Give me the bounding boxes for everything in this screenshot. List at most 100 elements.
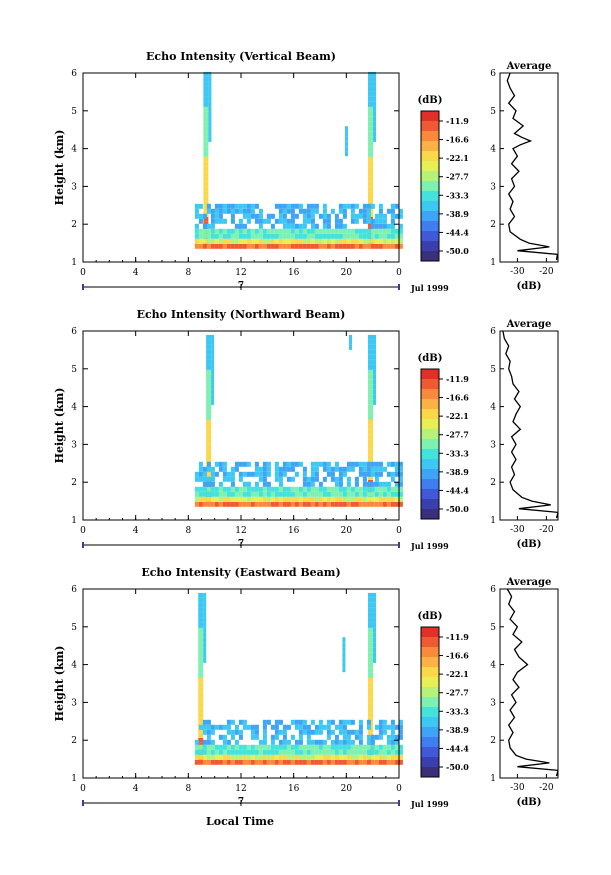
heatmap-cell <box>373 344 376 350</box>
heatmap-cell <box>294 471 299 477</box>
heatmap-cell <box>226 476 231 482</box>
heatmap-cell <box>362 228 367 234</box>
heatmap-cell <box>378 223 383 229</box>
heatmap-cell <box>214 491 219 497</box>
colorbar-tick-label: -11.9 <box>446 374 469 384</box>
heatmap-cell <box>338 491 343 497</box>
heatmap-cell <box>278 749 283 755</box>
heatmap-cell <box>373 126 376 132</box>
heatmap-cell <box>378 729 383 735</box>
heatmap-cell <box>226 724 231 730</box>
heatmap-cell <box>198 466 203 472</box>
heatmap-cell <box>342 496 347 502</box>
heatmap-cell <box>294 233 299 239</box>
heatmap-cell <box>203 96 209 102</box>
heatmap-cell <box>242 719 247 725</box>
heatmap-cell <box>398 243 403 249</box>
heatmap-cell <box>370 471 375 477</box>
colorbar-frame <box>420 110 440 262</box>
heatmap-cell <box>368 221 373 227</box>
heatmap-cell <box>354 744 359 750</box>
heatmap-cell <box>338 501 343 507</box>
date-label: Jul 1999 <box>410 283 449 293</box>
heatmap-cell <box>330 739 335 745</box>
heatmap-cell <box>362 481 367 487</box>
heatmap-cell <box>206 389 212 395</box>
heatmap-cell <box>386 243 391 249</box>
heatmap-cell <box>210 744 215 750</box>
heatmap-cell <box>322 228 327 234</box>
heatmap-cell <box>218 496 223 502</box>
heatmap-cell <box>368 414 373 420</box>
heatmap-cell <box>366 243 371 249</box>
heatmap-cell <box>354 754 359 760</box>
heatmap-cell <box>390 749 395 755</box>
heatmap-cell <box>202 471 207 477</box>
heatmap-cell <box>266 496 271 502</box>
y-tick-label: 1 <box>71 258 77 268</box>
heatmap-cell <box>290 749 295 755</box>
heatmap-cell <box>246 238 251 244</box>
heatmap-cell <box>354 213 359 219</box>
heatmap-cell <box>342 647 346 653</box>
heatmap-cell <box>342 749 347 755</box>
heatmap-cell <box>398 481 403 487</box>
heatmap-cell <box>370 739 375 745</box>
heatmap-cell <box>222 476 227 482</box>
panel-0: Echo Intensity (Vertical Beam)Height (km… <box>53 50 559 293</box>
heatmap-cell <box>390 491 395 497</box>
heatmap-cell <box>374 759 379 765</box>
heatmap-cell <box>382 759 387 765</box>
heatmap-cell <box>206 439 212 445</box>
heatmap-cell <box>302 471 307 477</box>
heatmap-cell <box>286 754 291 760</box>
heatmap-cell <box>390 496 395 502</box>
heatmap-cell <box>230 213 235 219</box>
heatmap-cell <box>358 754 363 760</box>
heatmap-cell <box>374 218 379 224</box>
heatmap-cell <box>198 672 204 678</box>
heatmap-cell <box>198 657 204 663</box>
panel-1: Echo Intensity (Northward Beam)Height (k… <box>53 308 559 551</box>
heatmap-cell <box>368 364 373 370</box>
heatmap-cell <box>368 191 373 197</box>
heatmap-cell <box>326 759 331 765</box>
heatmap-cell <box>350 208 355 214</box>
colorbar-swatch <box>421 637 439 647</box>
x-tick-label: 0 <box>396 526 402 536</box>
heatmap-cell <box>258 208 263 214</box>
heatmap-cell <box>346 476 351 482</box>
average-frame <box>499 72 559 263</box>
heatmap-cell <box>274 233 279 239</box>
heatmap-cell <box>290 759 295 765</box>
x-tick-label: 8 <box>185 268 191 278</box>
average-x-label: (dB) <box>517 281 542 292</box>
heatmap-cell <box>230 208 235 214</box>
heatmap-cell <box>334 486 339 492</box>
heatmap-cell <box>318 491 323 497</box>
heatmap-cell <box>370 501 375 507</box>
heatmap-cell <box>203 156 209 162</box>
heatmap-cell <box>203 181 209 187</box>
heatmap-cell <box>350 486 355 492</box>
colorbar-swatch <box>421 627 439 637</box>
heatmap-cell <box>274 729 279 735</box>
heatmap-cell <box>198 652 204 658</box>
heatmap-cell <box>310 501 315 507</box>
average-y-tick-label: 6 <box>490 585 496 595</box>
average-profile-line <box>506 589 558 777</box>
colorbar-swatch <box>421 747 439 757</box>
heatmap-cell <box>368 91 373 97</box>
heatmap-cell <box>198 662 204 668</box>
heatmap-cell <box>206 496 211 502</box>
heatmap-cell <box>242 238 247 244</box>
heatmap-cell <box>310 749 315 755</box>
heatmap-cell <box>342 657 346 663</box>
heatmap-cell <box>258 233 263 239</box>
heatmap-cell <box>368 81 373 87</box>
heatmap-cell <box>286 724 291 730</box>
heatmap-cell <box>368 186 373 192</box>
heatmap-cell <box>368 652 373 658</box>
heatmap-cell <box>334 213 339 219</box>
heatmap-cell <box>218 208 223 214</box>
